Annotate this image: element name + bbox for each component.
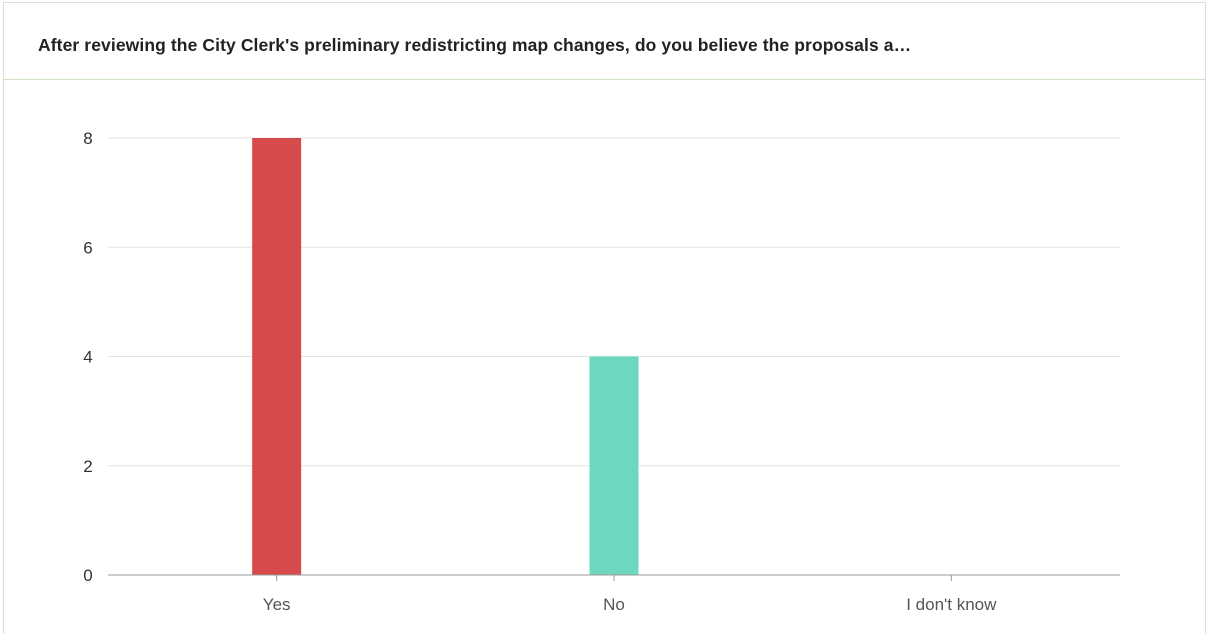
- bar-yes[interactable]: [252, 138, 302, 575]
- chart-title: After reviewing the City Clerk's prelimi…: [38, 35, 912, 55]
- x-tick-label: No: [603, 595, 625, 614]
- x-tick-label: I don't know: [906, 595, 997, 614]
- x-tick-labels: Yes No I don't know: [263, 595, 997, 614]
- y-tick-label: 8: [83, 129, 92, 148]
- bar-no[interactable]: [589, 356, 639, 576]
- x-tick-label: Yes: [263, 595, 291, 614]
- y-tick-labels: 0 2 4 6 8: [83, 129, 92, 585]
- card-header: After reviewing the City Clerk's prelimi…: [4, 3, 1205, 80]
- bars: [252, 138, 639, 576]
- y-tick-label: 2: [83, 457, 92, 476]
- y-tick-label: 4: [83, 348, 92, 367]
- x-axis: [108, 574, 1120, 581]
- y-tick-label: 0: [83, 566, 92, 585]
- y-tick-label: 6: [83, 238, 92, 257]
